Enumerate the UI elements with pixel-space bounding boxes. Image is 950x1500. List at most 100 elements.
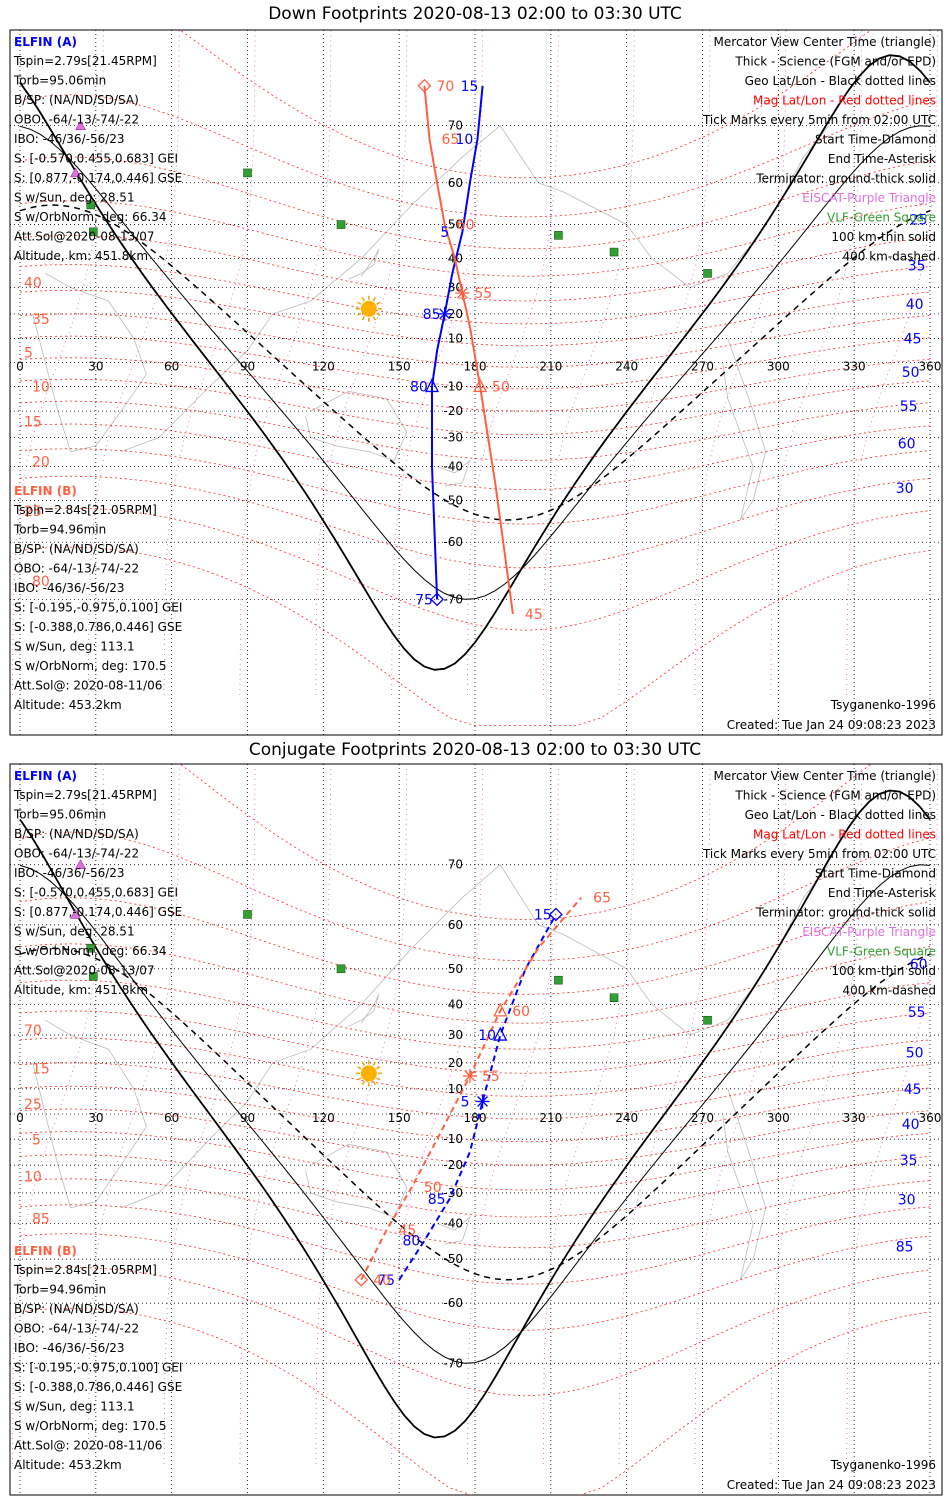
sun-ray bbox=[361, 1080, 365, 1085]
legend-entry-2: Geo Lat/Lon - Black dotted lines bbox=[745, 74, 936, 88]
edge-tick-a-1: 35 bbox=[908, 258, 926, 274]
mag-lat--1 bbox=[19, 1108, 931, 1166]
start-diamond-a bbox=[548, 907, 563, 922]
eiscat-triangle-1 bbox=[70, 167, 81, 178]
start-diamond-b bbox=[417, 78, 432, 93]
legend-entry-4: Tick Marks every 5min from 02:00 UTC bbox=[702, 847, 936, 861]
elfin-a-label: ELFIN (A) bbox=[14, 35, 77, 49]
sun-ray bbox=[372, 1061, 376, 1066]
asterisk-stroke bbox=[439, 308, 451, 320]
mag-lon-1 bbox=[87, 30, 180, 696]
legend-entry-5: Start Time-Diamond bbox=[815, 133, 936, 147]
coastline-5 bbox=[436, 459, 471, 487]
mag-lat-1 bbox=[19, 1062, 931, 1120]
legend-entry-3: Mag Lat/Lon - Red dotted lines bbox=[753, 94, 936, 108]
mag-lon-7 bbox=[542, 764, 635, 1465]
y-tick-label--10: -10 bbox=[443, 379, 463, 393]
legend-entry-5: Start Time-Diamond bbox=[815, 867, 936, 881]
edge-tick-b-1: 35 bbox=[32, 312, 50, 328]
legend-entry-8: EISCAT-Purple Triangle bbox=[802, 191, 936, 205]
x-tick-label-150: 150 bbox=[388, 360, 411, 374]
view-center-triangle-b bbox=[493, 1002, 508, 1017]
x-tick-label-0: 0 bbox=[16, 1111, 24, 1125]
elfin-b-info-4: IBO: -46/36/-56/23 bbox=[14, 1341, 125, 1355]
map-layer: 0 30 60 90 120 150 180 210 240 270 300 330 360706050… bbox=[10, 30, 942, 735]
y-tick-label-10: 10 bbox=[448, 1082, 463, 1096]
end-asterisk-b bbox=[462, 1068, 477, 1083]
mag-lon-1 bbox=[87, 764, 180, 1465]
mag-lon-11 bbox=[846, 764, 938, 1465]
eiscat-triangle-1 bbox=[70, 908, 81, 919]
mag-lon-10 bbox=[770, 30, 863, 696]
footprint-b bbox=[423, 85, 514, 615]
mag-lat-7 bbox=[19, 831, 931, 962]
coastline-4 bbox=[348, 248, 380, 280]
conjugate-footprints-panel: Conjugate Footprints 2020-08-13 02:00 to… bbox=[0, 740, 950, 1500]
created-label: Created: Tue Jan 24 09:08:23 2023 bbox=[727, 1478, 936, 1492]
edge-tick-a-2: 40 bbox=[906, 297, 924, 313]
x-tick-label-330: 330 bbox=[843, 360, 866, 374]
mag-lat-6 bbox=[19, 156, 931, 250]
y-tick-label-60: 60 bbox=[448, 176, 463, 190]
map-layer: 0 30 60 90 120 150 180 210 240 270 300 330 360706050… bbox=[10, 764, 942, 1495]
edge-tick-b-5: 85 bbox=[32, 1212, 50, 1228]
elfin-b-info-1: Torb=94.96min bbox=[13, 1283, 106, 1297]
mag-lon-4 bbox=[315, 764, 408, 1465]
mag-lon-5 bbox=[391, 764, 483, 1465]
x-tick-label-60: 60 bbox=[164, 1111, 179, 1125]
coastline-4 bbox=[348, 994, 380, 1027]
edge-tick-a-0: 60 bbox=[910, 957, 928, 973]
x-tick-label-30: 30 bbox=[88, 1111, 103, 1125]
vlf-square-3 bbox=[89, 972, 98, 981]
mag-lat--6 bbox=[19, 475, 931, 569]
y-tick-label--70: -70 bbox=[443, 1356, 463, 1370]
mag-lon-9 bbox=[694, 30, 787, 696]
coastlines bbox=[32, 125, 830, 521]
coastline-5 bbox=[436, 1215, 471, 1245]
track-tick-b-4: 60 bbox=[512, 1004, 530, 1020]
elfin-b-info-7: S w/Sun, deg: 113.1 bbox=[14, 640, 135, 654]
sun-ray bbox=[361, 1061, 365, 1066]
sun-icon bbox=[355, 295, 382, 322]
view-center-triangle-a bbox=[493, 1026, 508, 1041]
legend-entry-2: Geo Lat/Lon - Black dotted lines bbox=[745, 808, 936, 822]
elfin-b-info-9: Att.Sol@: 2020-08-11/06 bbox=[14, 1439, 162, 1453]
edge-tick-a-1: 55 bbox=[908, 1005, 926, 1021]
sun-ray bbox=[372, 1080, 376, 1085]
legend-entry-7: Terminator: ground-thick solid bbox=[755, 906, 936, 920]
x-tick-label-210: 210 bbox=[539, 360, 562, 374]
down-footprints-chart: 0 30 60 90 120 150 180 210 240 270 300 330 360706050… bbox=[9, 29, 943, 736]
eiscat-triangle-0 bbox=[75, 120, 86, 130]
track-tick-a-5: 15 bbox=[534, 907, 552, 923]
elfin-a-info-5: S: [-0.570,0.455,0.683] GEI bbox=[14, 886, 178, 900]
x-tick-label-30: 30 bbox=[88, 360, 103, 374]
footprint-a bbox=[398, 914, 557, 1281]
elfin-a-info-7: S w/Sun, deg: 28.51 bbox=[14, 925, 135, 939]
track-tick-a-1: 80 bbox=[402, 1234, 420, 1250]
edge-tick-a-4: 40 bbox=[902, 1117, 920, 1133]
terminator-100km bbox=[19, 864, 931, 1364]
edge-tick-a-6: 30 bbox=[898, 1193, 916, 1209]
mag-lat--4 bbox=[19, 1178, 931, 1249]
elfin-a-info-7: S w/Sun, deg: 28.51 bbox=[14, 191, 135, 205]
x-tick-label-210: 210 bbox=[539, 1111, 562, 1125]
footprint-a bbox=[431, 85, 484, 600]
y-tick-label-50: 50 bbox=[448, 962, 463, 976]
edge-tick-a-3: 45 bbox=[904, 1082, 922, 1098]
terminator-400km bbox=[19, 204, 931, 521]
elfin-a-info-1: Torb=95.06min bbox=[13, 808, 106, 822]
y-tick-label-50: 50 bbox=[448, 218, 463, 232]
model-label: Tsyganenko-1996 bbox=[830, 1458, 936, 1472]
x-tick-label-120: 120 bbox=[312, 1111, 335, 1125]
elfin-a-info-5: S: [-0.570,0.455,0.683] GEI bbox=[14, 152, 178, 166]
track-tick-a-4: 80 bbox=[410, 379, 428, 395]
elfin-b-info-5: S: [-0.195,-0.975,0.100] GEI bbox=[14, 1361, 182, 1375]
x-tick-label-270: 270 bbox=[691, 360, 714, 374]
y-tick-label-70: 70 bbox=[448, 119, 463, 133]
elfin-a-info-4: IBO: -46/36/-56/23 bbox=[14, 132, 125, 146]
sun-ray bbox=[376, 301, 381, 305]
mag-lon-8 bbox=[618, 30, 711, 696]
track-tick-b-3: 55 bbox=[474, 286, 492, 302]
legend-entry-0: Mercator View Center Time (triangle) bbox=[714, 35, 936, 49]
mag-lat--2 bbox=[19, 378, 931, 436]
